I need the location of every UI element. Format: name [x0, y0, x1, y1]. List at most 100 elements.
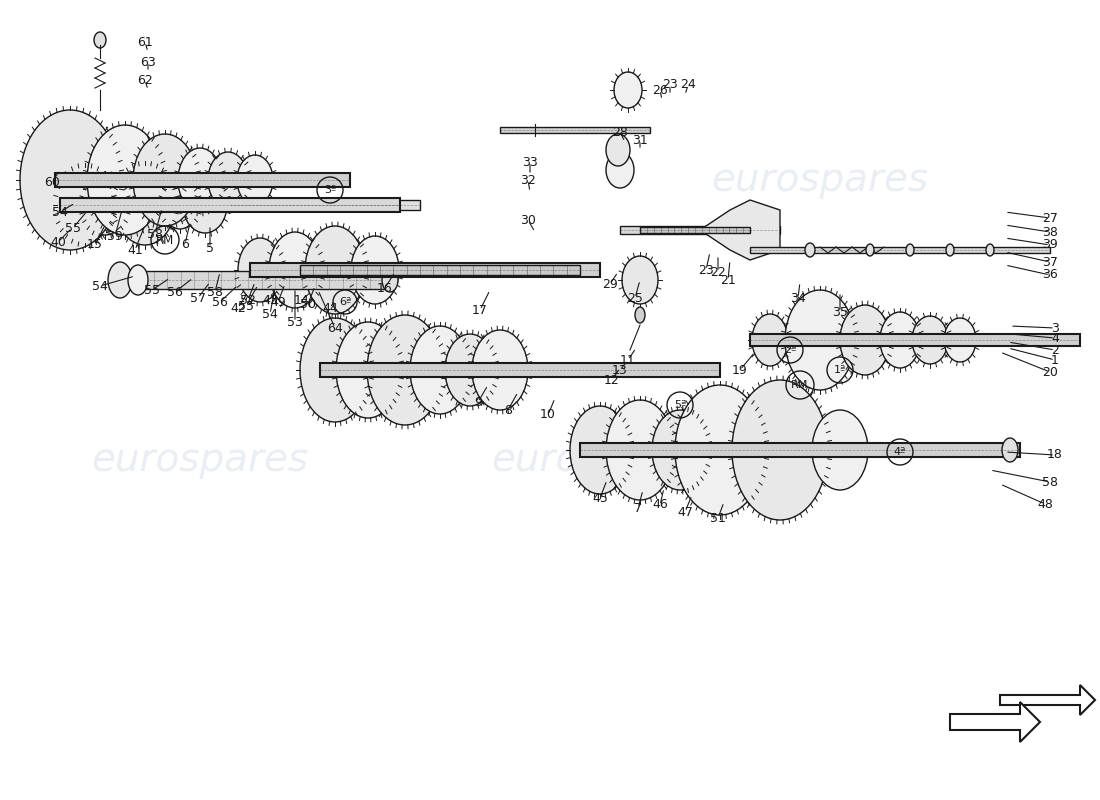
- Ellipse shape: [82, 175, 126, 235]
- Text: 60: 60: [44, 175, 59, 189]
- FancyBboxPatch shape: [55, 173, 350, 187]
- Text: 61: 61: [138, 35, 153, 49]
- Text: 23: 23: [662, 78, 678, 91]
- Text: 37: 37: [1042, 255, 1058, 269]
- Text: 17: 17: [472, 303, 488, 317]
- Ellipse shape: [614, 72, 642, 108]
- Text: 14: 14: [294, 294, 310, 306]
- Text: eurospares: eurospares: [712, 161, 928, 199]
- Ellipse shape: [382, 268, 398, 292]
- Text: 55: 55: [144, 283, 159, 297]
- Text: 33: 33: [522, 155, 538, 169]
- Text: 10: 10: [540, 409, 556, 422]
- Text: 54: 54: [52, 206, 68, 218]
- Text: 58: 58: [1042, 475, 1058, 489]
- FancyBboxPatch shape: [500, 127, 650, 133]
- Text: 39: 39: [1042, 238, 1058, 251]
- Ellipse shape: [128, 265, 148, 295]
- Text: 46: 46: [652, 498, 668, 511]
- Ellipse shape: [732, 380, 828, 520]
- Ellipse shape: [178, 148, 222, 212]
- FancyBboxPatch shape: [60, 198, 400, 212]
- Ellipse shape: [300, 318, 370, 422]
- Text: 38: 38: [1042, 226, 1058, 238]
- Ellipse shape: [1002, 438, 1018, 462]
- Text: 34: 34: [790, 291, 806, 305]
- Text: 57: 57: [190, 291, 206, 305]
- Ellipse shape: [336, 322, 400, 418]
- FancyBboxPatch shape: [230, 200, 420, 210]
- Ellipse shape: [94, 32, 106, 48]
- FancyBboxPatch shape: [320, 363, 720, 377]
- Text: 16: 16: [377, 282, 393, 294]
- Text: 2ª: 2ª: [784, 345, 796, 355]
- FancyBboxPatch shape: [750, 247, 1050, 253]
- Text: 25: 25: [627, 291, 642, 305]
- Ellipse shape: [20, 110, 120, 250]
- Text: 62: 62: [138, 74, 153, 86]
- Ellipse shape: [236, 155, 273, 205]
- Text: 47: 47: [678, 506, 693, 518]
- Text: 15: 15: [87, 238, 103, 251]
- Text: 58: 58: [207, 286, 223, 298]
- Text: 41: 41: [128, 243, 143, 257]
- Ellipse shape: [270, 232, 321, 308]
- FancyBboxPatch shape: [250, 263, 600, 277]
- Ellipse shape: [606, 400, 674, 500]
- Text: 13: 13: [612, 363, 628, 377]
- Text: 3: 3: [1052, 322, 1059, 334]
- Ellipse shape: [472, 330, 528, 410]
- Text: 48: 48: [1037, 498, 1053, 510]
- Ellipse shape: [606, 152, 634, 188]
- Text: 11: 11: [620, 354, 636, 366]
- Polygon shape: [700, 200, 780, 260]
- Text: 40: 40: [51, 235, 66, 249]
- Text: 1: 1: [1052, 354, 1059, 366]
- Ellipse shape: [752, 314, 788, 366]
- Ellipse shape: [162, 181, 198, 229]
- Ellipse shape: [840, 305, 890, 375]
- Ellipse shape: [635, 307, 645, 323]
- Ellipse shape: [208, 152, 248, 208]
- Text: 29: 29: [602, 278, 618, 290]
- Text: 31: 31: [632, 134, 648, 146]
- Ellipse shape: [606, 134, 630, 166]
- Text: 8: 8: [504, 403, 512, 417]
- Text: 27: 27: [1042, 211, 1058, 225]
- Ellipse shape: [785, 290, 855, 390]
- Text: 53: 53: [287, 315, 303, 329]
- Text: 12: 12: [604, 374, 620, 386]
- Text: 3ª: 3ª: [323, 185, 337, 195]
- Text: 36: 36: [1042, 269, 1058, 282]
- Polygon shape: [1000, 685, 1094, 715]
- Ellipse shape: [866, 244, 874, 256]
- FancyBboxPatch shape: [640, 227, 750, 233]
- Ellipse shape: [410, 326, 470, 414]
- Text: 51: 51: [711, 511, 726, 525]
- Text: 30: 30: [520, 214, 536, 226]
- Text: 7: 7: [634, 502, 642, 514]
- Text: 4ª: 4ª: [894, 447, 906, 457]
- Text: 22: 22: [711, 266, 726, 278]
- Ellipse shape: [912, 316, 948, 364]
- Text: 52: 52: [240, 294, 256, 306]
- Text: 24: 24: [680, 78, 696, 91]
- Text: 32: 32: [520, 174, 536, 186]
- FancyBboxPatch shape: [580, 443, 1020, 457]
- Ellipse shape: [986, 244, 994, 256]
- Text: 55: 55: [238, 299, 254, 313]
- Ellipse shape: [133, 134, 197, 226]
- Text: 1ª: 1ª: [834, 365, 846, 375]
- Ellipse shape: [812, 410, 868, 490]
- Ellipse shape: [108, 262, 132, 298]
- Text: 2: 2: [1052, 343, 1059, 357]
- Text: 5ª: 5ª: [674, 400, 686, 410]
- Text: 56: 56: [212, 295, 228, 309]
- Ellipse shape: [652, 410, 708, 490]
- Text: 9: 9: [474, 395, 482, 409]
- Ellipse shape: [946, 244, 954, 256]
- Ellipse shape: [351, 236, 399, 304]
- Text: RM: RM: [156, 234, 174, 246]
- Text: 63: 63: [140, 55, 156, 69]
- Text: 58: 58: [147, 227, 163, 241]
